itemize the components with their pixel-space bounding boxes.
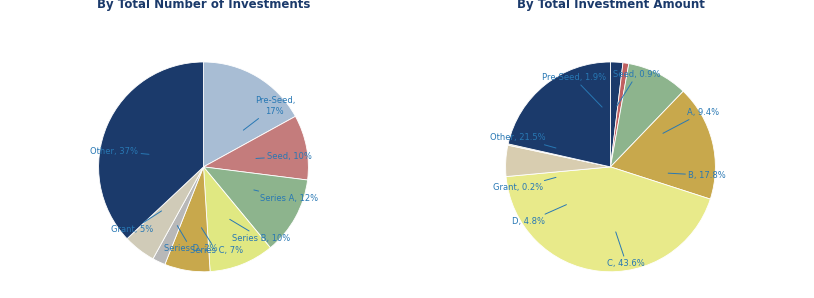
Wedge shape <box>204 167 308 248</box>
Wedge shape <box>506 167 711 272</box>
Wedge shape <box>610 63 629 167</box>
Text: B, 17.8%: B, 17.8% <box>668 171 726 180</box>
Wedge shape <box>204 167 270 271</box>
Wedge shape <box>204 116 309 180</box>
Wedge shape <box>505 145 610 177</box>
Text: Other, 21.5%: Other, 21.5% <box>490 133 556 148</box>
Wedge shape <box>610 63 683 167</box>
Text: Grant, 5%: Grant, 5% <box>111 211 161 234</box>
Text: C, 43.6%: C, 43.6% <box>607 232 646 268</box>
Wedge shape <box>204 62 295 167</box>
Text: Pre-Seed, 1.9%: Pre-Seed, 1.9% <box>542 73 606 107</box>
Text: Series C, 7%: Series C, 7% <box>190 228 243 255</box>
Text: Other, 37%: Other, 37% <box>90 147 149 156</box>
Text: By Total Number of Investments: By Total Number of Investments <box>97 0 310 11</box>
Text: By Total Investment Amount: By Total Investment Amount <box>517 0 704 11</box>
Wedge shape <box>98 62 204 239</box>
Wedge shape <box>127 167 204 259</box>
Text: Grant, 0.2%: Grant, 0.2% <box>493 177 556 193</box>
Text: Series D, 2%: Series D, 2% <box>164 226 217 253</box>
Text: Seed, 10%: Seed, 10% <box>256 152 312 161</box>
Text: Seed, 0.9%: Seed, 0.9% <box>613 70 660 106</box>
Text: Series A, 12%: Series A, 12% <box>254 190 318 203</box>
Text: D, 4.8%: D, 4.8% <box>512 205 567 226</box>
Wedge shape <box>153 167 204 264</box>
Wedge shape <box>610 62 623 167</box>
Wedge shape <box>610 91 716 199</box>
Text: Series B, 10%: Series B, 10% <box>230 219 291 243</box>
Wedge shape <box>508 144 610 167</box>
Wedge shape <box>508 62 610 167</box>
Text: Pre-Seed,
17%: Pre-Seed, 17% <box>243 96 295 130</box>
Text: A, 9.4%: A, 9.4% <box>663 108 719 133</box>
Wedge shape <box>165 167 210 272</box>
